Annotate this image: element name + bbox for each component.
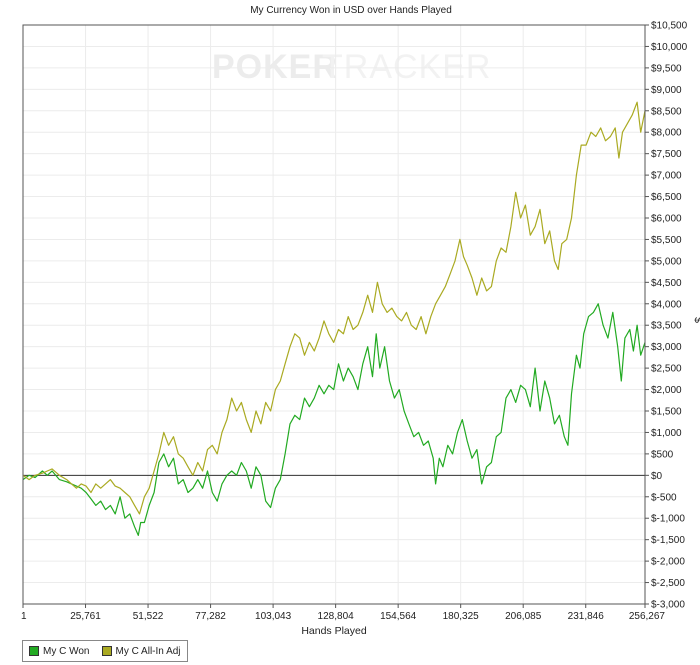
x-tick-label-1: 25,761 <box>70 611 101 622</box>
x-tick-label-9: 231,846 <box>568 611 605 622</box>
series-line-1 <box>22 101 646 515</box>
y-tick-label-18: $1,500 <box>651 407 682 418</box>
y-tick-label-21: $0 <box>651 471 663 482</box>
y-tick-label-17: $2,000 <box>651 385 682 396</box>
y-tick-label-15: $3,000 <box>651 342 682 353</box>
x-tick-label-5: 128,804 <box>318 611 355 622</box>
watermark-tracker: TRACKER <box>322 48 491 86</box>
y-tick-label-8: $6,500 <box>651 192 682 203</box>
plot-frame <box>22 24 646 605</box>
y-tick-label-7: $7,000 <box>651 171 682 182</box>
y-tick-label-25: $-2,000 <box>651 557 685 568</box>
y-tick-label-2: $9,500 <box>651 63 682 74</box>
y-tick-label-11: $5,000 <box>651 256 682 267</box>
y-tick-label-24: $-1,500 <box>651 535 685 546</box>
y-tick-label-13: $4,000 <box>651 299 682 310</box>
x-axis-label: Hands Played <box>301 625 367 637</box>
y-tick-label-3: $9,000 <box>651 85 682 96</box>
y-tick-label-22: $-500 <box>651 492 677 503</box>
legend-swatch-won <box>29 646 39 656</box>
y-tick-label-6: $7,500 <box>651 149 682 160</box>
y-tick-label-5: $8,000 <box>651 128 682 139</box>
y-tick-label-4: $8,500 <box>651 106 682 117</box>
y-tick-label-23: $-1,000 <box>651 514 685 525</box>
x-tick-label-0: 1 <box>21 611 27 622</box>
x-tick-label-10: 256,267 <box>629 611 666 622</box>
y-tick-label-12: $4,500 <box>651 278 682 289</box>
series-layer <box>22 101 646 536</box>
grid <box>22 24 646 605</box>
legend-label-won: My C Won <box>43 645 90 657</box>
x-tick-label-4: 103,043 <box>255 611 292 622</box>
y-tick-label-1: $10,000 <box>651 42 688 53</box>
legend-label-allin: My C All-In Adj <box>115 645 181 657</box>
legend-item-allin: My C All-In Adj <box>101 645 181 657</box>
y-tick-label-19: $1,000 <box>651 428 682 439</box>
x-tick-label-3: 77,282 <box>195 611 226 622</box>
y-tick-label-10: $5,500 <box>651 235 682 246</box>
x-tick-label-6: 154,564 <box>380 611 417 622</box>
series-line-0 <box>22 303 646 536</box>
x-axis: 1 25,761 51,522 77,282 103,043 128,804 154,564… <box>21 604 665 622</box>
x-tick-label-7: 180,325 <box>443 611 480 622</box>
y-axis-label: $ <box>692 317 700 323</box>
legend: My C Won My C All-In Adj <box>22 640 188 662</box>
y-tick-label-26: $-2,500 <box>651 578 685 589</box>
y-axis: $10,500 $10,000 $9,500 $9,000 $8,500 $8,000 $7… <box>645 21 688 611</box>
y-tick-label-20: $500 <box>651 449 674 460</box>
watermark: POKER TRACKER <box>212 48 491 86</box>
watermark-poker: POKER <box>212 48 338 86</box>
legend-item-won: My C Won <box>29 646 90 657</box>
legend-swatch-allin <box>101 646 112 656</box>
y-tick-label-14: $3,500 <box>651 321 682 332</box>
x-tick-label-2: 51,522 <box>133 611 164 622</box>
y-tick-label-9: $6,000 <box>651 214 682 225</box>
y-tick-label-16: $2,500 <box>651 364 682 375</box>
x-tick-label-8: 206,085 <box>505 611 542 622</box>
y-tick-label-0: $10,500 <box>651 21 688 32</box>
chart-title: My Currency Won in USD over Hands Played <box>250 5 452 16</box>
y-tick-label-27: $-3,000 <box>651 600 685 611</box>
